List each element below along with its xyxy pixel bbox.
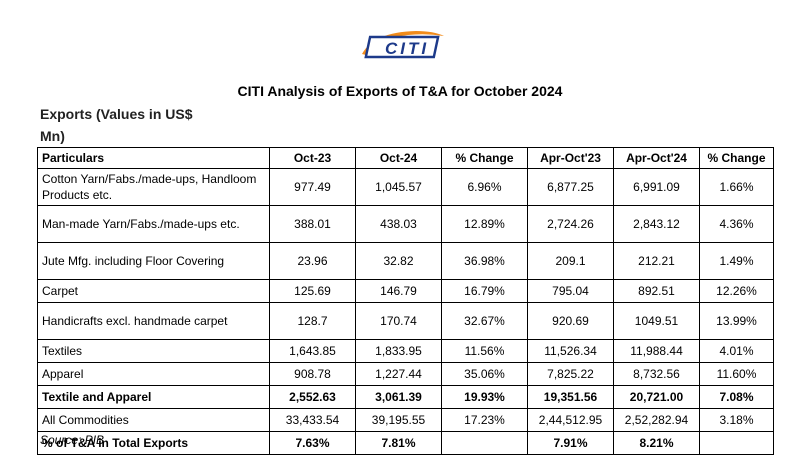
row-label: Handicrafts excl. handmade carpet bbox=[37, 302, 270, 340]
table-cell: 23.96 bbox=[269, 242, 356, 280]
exports-table: Particulars Oct-23 Oct-24 % Change Apr-O… bbox=[37, 147, 774, 455]
citi-logo: CITI bbox=[356, 28, 446, 62]
table-cell: 920.69 bbox=[527, 302, 614, 340]
table-cell: 19,351.56 bbox=[527, 385, 614, 409]
table-cell: 170.74 bbox=[355, 302, 442, 340]
table-cell: 2,552.63 bbox=[269, 385, 356, 409]
table-cell: 11,526.34 bbox=[527, 339, 614, 363]
row-label: Man-made Yarn/Fabs./made-ups etc. bbox=[37, 205, 270, 243]
table-row-share: % of T&A in Total Exports 7.63% 7.81% 7.… bbox=[37, 431, 774, 455]
table-cell: 146.79 bbox=[355, 279, 442, 303]
table-cell: 212.21 bbox=[613, 242, 700, 280]
table-row: Handicrafts excl. handmade carpet 128.7 … bbox=[37, 302, 774, 340]
table-cell: 125.69 bbox=[269, 279, 356, 303]
table-cell: 892.51 bbox=[613, 279, 700, 303]
table-cell: 6,877.25 bbox=[527, 168, 614, 206]
row-label: Textile and Apparel bbox=[37, 385, 270, 409]
page-title: CITI Analysis of Exports of T&A for Octo… bbox=[237, 83, 563, 99]
table-cell: 977.49 bbox=[269, 168, 356, 206]
table-cell: 1049.51 bbox=[613, 302, 700, 340]
table-cell: 6.96% bbox=[441, 168, 528, 206]
table-cell: 3.18% bbox=[699, 408, 774, 432]
table-cell: 6,991.09 bbox=[613, 168, 700, 206]
table-cell: 35.06% bbox=[441, 362, 528, 386]
table-cell: 7,825.22 bbox=[527, 362, 614, 386]
table-cell: 209.1 bbox=[527, 242, 614, 280]
table-cell: 4.01% bbox=[699, 339, 774, 363]
header-oct23: Oct-23 bbox=[269, 147, 356, 169]
header-pct-change-ytd: % Change bbox=[699, 147, 774, 169]
table-cell: 1,643.85 bbox=[269, 339, 356, 363]
row-label: Jute Mfg. including Floor Covering bbox=[37, 242, 270, 280]
table-cell: 17.23% bbox=[441, 408, 528, 432]
table-cell: 7.63% bbox=[269, 431, 356, 455]
table-cell: 1,227.44 bbox=[355, 362, 442, 386]
table-cell: 3,061.39 bbox=[355, 385, 442, 409]
header-apr-oct24: Apr-Oct'24 bbox=[613, 147, 700, 169]
source-note: Source: PIB bbox=[40, 433, 105, 447]
row-label: Cotton Yarn/Fabs./made-ups, Handloom Pro… bbox=[37, 168, 270, 206]
table-row: Jute Mfg. including Floor Covering 23.96… bbox=[37, 242, 774, 280]
row-label: Apparel bbox=[37, 362, 270, 386]
row-label: Textiles bbox=[37, 339, 270, 363]
table-row: Carpet 125.69 146.79 16.79% 795.04 892.5… bbox=[37, 279, 774, 303]
table-cell: 438.03 bbox=[355, 205, 442, 243]
table-cell: 388.01 bbox=[269, 205, 356, 243]
table-cell: 4.36% bbox=[699, 205, 774, 243]
table-cell: 13.99% bbox=[699, 302, 774, 340]
table-row: All Commodities 33,433.54 39,195.55 17.2… bbox=[37, 408, 774, 432]
table-cell bbox=[441, 431, 528, 455]
row-label: All Commodities bbox=[37, 408, 270, 432]
header-pct-change-month: % Change bbox=[441, 147, 528, 169]
table-cell: 19.93% bbox=[441, 385, 528, 409]
table-cell: 7.91% bbox=[527, 431, 614, 455]
row-label: Carpet bbox=[37, 279, 270, 303]
header-oct24: Oct-24 bbox=[355, 147, 442, 169]
table-cell: 12.26% bbox=[699, 279, 774, 303]
table-cell: 11,988.44 bbox=[613, 339, 700, 363]
table-row: Man-made Yarn/Fabs./made-ups etc. 388.01… bbox=[37, 205, 774, 243]
header-apr-oct23: Apr-Oct'23 bbox=[527, 147, 614, 169]
table-cell: 8.21% bbox=[613, 431, 700, 455]
table-cell: 7.81% bbox=[355, 431, 442, 455]
table-row-total: Textile and Apparel 2,552.63 3,061.39 19… bbox=[37, 385, 774, 409]
table-cell: 1,045.57 bbox=[355, 168, 442, 206]
table-cell: 8,732.56 bbox=[613, 362, 700, 386]
table-cell: 128.7 bbox=[269, 302, 356, 340]
table-cell: 33,433.54 bbox=[269, 408, 356, 432]
table-cell: 20,721.00 bbox=[613, 385, 700, 409]
table-cell: 2,52,282.94 bbox=[613, 408, 700, 432]
table-row: Textiles 1,643.85 1,833.95 11.56% 11,526… bbox=[37, 339, 774, 363]
table-cell: 795.04 bbox=[527, 279, 614, 303]
table-cell: 12.89% bbox=[441, 205, 528, 243]
table-cell: 16.79% bbox=[441, 279, 528, 303]
table-cell: 32.67% bbox=[441, 302, 528, 340]
table-cell: 2,843.12 bbox=[613, 205, 700, 243]
table-cell: 2,724.26 bbox=[527, 205, 614, 243]
table-row: Apparel 908.78 1,227.44 35.06% 7,825.22 … bbox=[37, 362, 774, 386]
table-caption: Exports (Values in US$ Mn) bbox=[40, 106, 193, 144]
table-cell: 908.78 bbox=[269, 362, 356, 386]
table-cell: 1,833.95 bbox=[355, 339, 442, 363]
table-cell: 11.60% bbox=[699, 362, 774, 386]
table-cell: 2,44,512.95 bbox=[527, 408, 614, 432]
table-header-row: Particulars Oct-23 Oct-24 % Change Apr-O… bbox=[37, 147, 774, 169]
table-cell: 1.66% bbox=[699, 168, 774, 206]
table-cell: 1.49% bbox=[699, 242, 774, 280]
table-cell: 11.56% bbox=[441, 339, 528, 363]
table-cell: 36.98% bbox=[441, 242, 528, 280]
logo-text: CITI bbox=[385, 39, 429, 58]
table-cell bbox=[699, 431, 774, 455]
row-label: % of T&A in Total Exports bbox=[37, 431, 270, 455]
header-particulars: Particulars bbox=[37, 147, 270, 169]
table-cell: 32.82 bbox=[355, 242, 442, 280]
table-row: Cotton Yarn/Fabs./made-ups, Handloom Pro… bbox=[37, 168, 774, 206]
table-cell: 39,195.55 bbox=[355, 408, 442, 432]
table-cell: 7.08% bbox=[699, 385, 774, 409]
